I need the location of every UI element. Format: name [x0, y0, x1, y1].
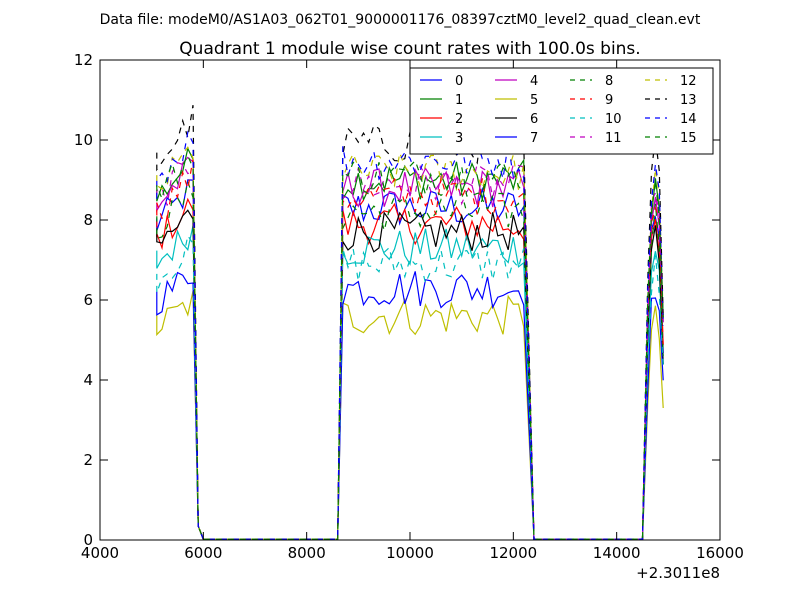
- y-tick-label: 8: [83, 211, 93, 229]
- series-line-9: [156, 159, 664, 540]
- series-line-10: [156, 234, 664, 540]
- series-line-15: [156, 154, 664, 540]
- series-line-13: [156, 105, 664, 540]
- legend-label-10: 10: [605, 112, 622, 127]
- legend-label-0: 0: [455, 74, 463, 89]
- legend-label-1: 1: [455, 93, 463, 108]
- legend-label-9: 9: [605, 93, 613, 108]
- series-line-6: [156, 209, 664, 540]
- y-tick-label: 12: [74, 51, 93, 69]
- legend-label-7: 7: [530, 131, 538, 146]
- legend-label-6: 6: [530, 112, 538, 127]
- x-tick-label: 4000: [81, 544, 119, 562]
- legend-label-8: 8: [605, 74, 613, 89]
- series-line-1: [156, 146, 664, 540]
- series-line-11: [156, 161, 664, 540]
- x-tick-label: 8000: [288, 544, 326, 562]
- legend-box: [409, 67, 714, 155]
- y-tick-label: 4: [83, 371, 93, 389]
- x-tick-label: 14000: [593, 544, 641, 562]
- legend-label-4: 4: [530, 74, 538, 89]
- legend-label-11: 11: [605, 131, 622, 146]
- chart-title: Quadrant 1 module wise count rates with …: [179, 39, 640, 59]
- legend-label-2: 2: [455, 112, 463, 127]
- series-lines: [156, 105, 664, 540]
- series-line-2: [156, 197, 664, 540]
- x-tick-label: 6000: [184, 544, 222, 562]
- y-tick-label: 6: [83, 291, 93, 309]
- series-line-3: [156, 225, 664, 540]
- y-tick-label: 10: [74, 131, 93, 149]
- y-tick-label: 2: [83, 451, 93, 469]
- legend-label-15: 15: [680, 131, 697, 146]
- series-line-14: [156, 130, 664, 540]
- data-file-label: Data file: modeM0/AS1A03_062T01_90000011…: [100, 12, 701, 28]
- x-tick-label: 16000: [696, 544, 744, 562]
- x-offset-label: +2.3011e8: [636, 564, 720, 582]
- legend-label-5: 5: [530, 93, 538, 108]
- y-tick-label: 0: [83, 531, 93, 549]
- series-line-0: [156, 179, 664, 540]
- legend-label-13: 13: [680, 93, 697, 108]
- legend-label-14: 14: [680, 112, 697, 127]
- series-line-5: [156, 290, 664, 540]
- series-line-8: [156, 179, 664, 540]
- series-line-12: [156, 146, 664, 540]
- x-tick-label: 12000: [489, 544, 537, 562]
- series-line-7: [156, 271, 664, 540]
- x-tick-label: 10000: [386, 544, 434, 562]
- series-line-4: [156, 156, 664, 540]
- legend-label-12: 12: [680, 74, 697, 89]
- legend-label-3: 3: [455, 131, 463, 146]
- axis-ticks: 4000 6000 8000 10000 12000 14000 1600002468101…: [74, 51, 744, 562]
